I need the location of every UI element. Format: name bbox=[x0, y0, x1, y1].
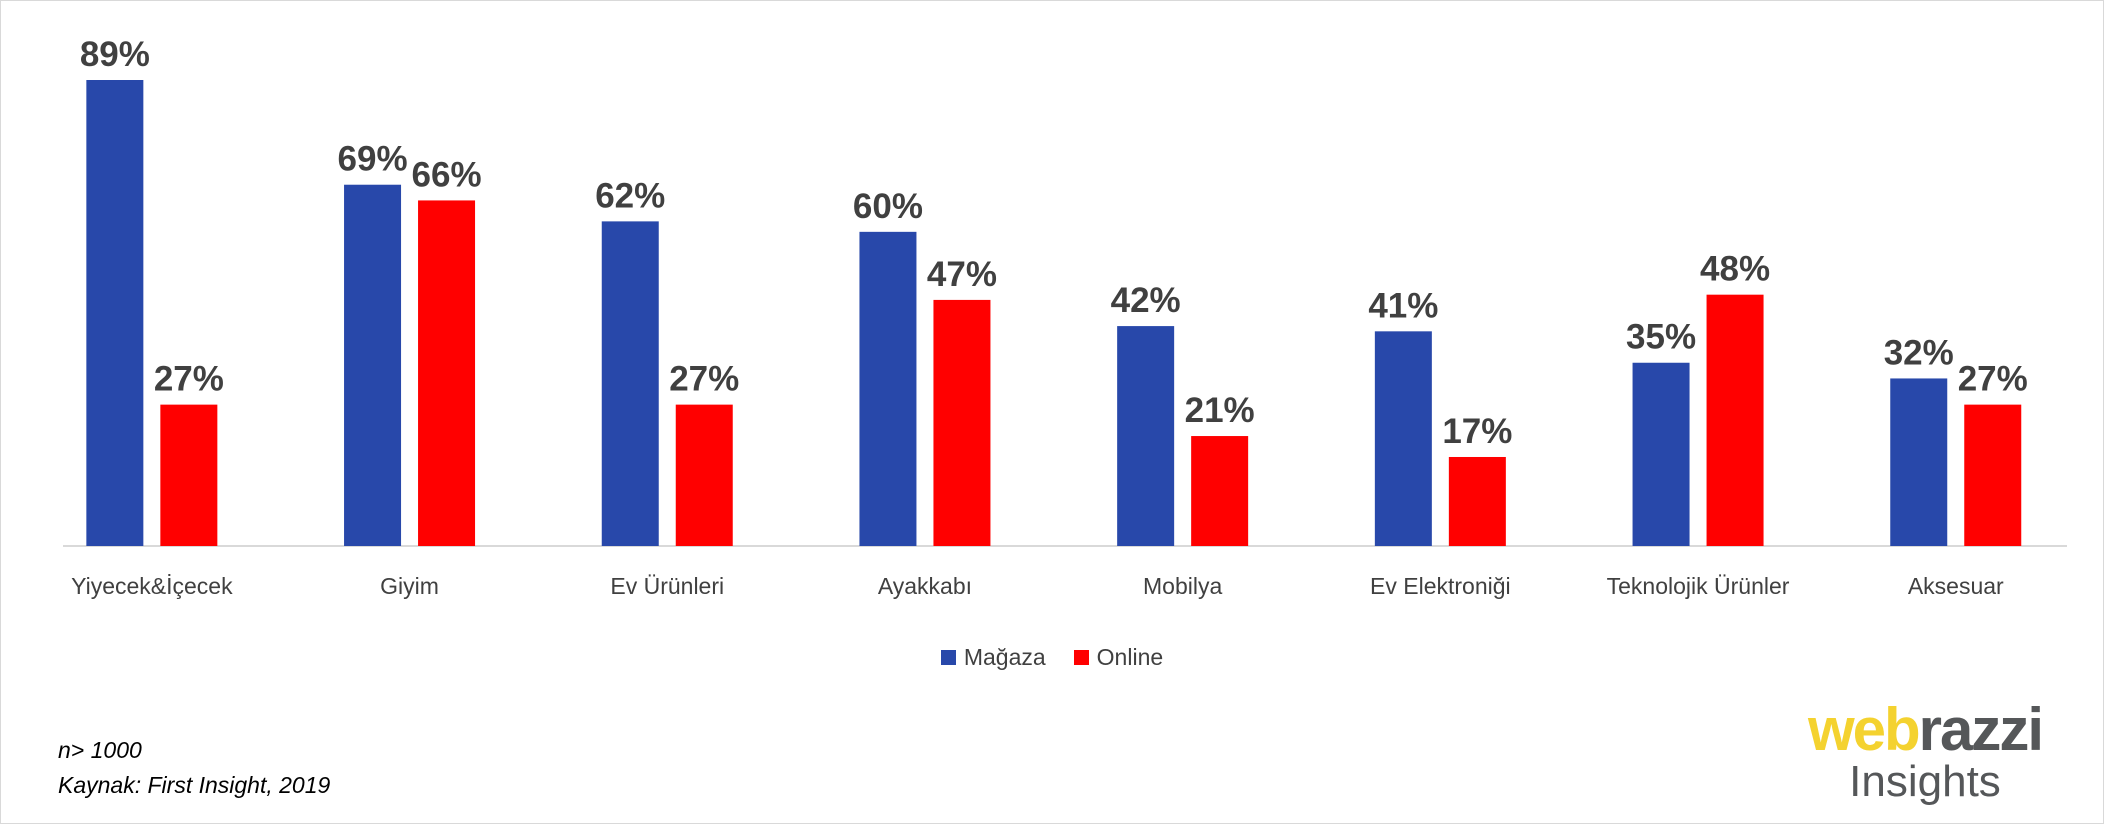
bar-online bbox=[675, 404, 733, 546]
data-label: 27% bbox=[154, 360, 224, 399]
data-label: 62% bbox=[595, 176, 665, 215]
bar-online bbox=[1964, 404, 2022, 546]
legend-item-online: Online bbox=[1073, 644, 1164, 671]
legend-swatch-online bbox=[1073, 650, 1089, 665]
bar-online bbox=[1191, 436, 1249, 546]
logo-web: web bbox=[1807, 696, 1921, 763]
data-label: 27% bbox=[1958, 360, 2028, 399]
bar-magaza bbox=[859, 231, 917, 546]
webrazzi-insights-logo: webrazzi Insights bbox=[1800, 700, 2050, 804]
legend: Mağaza Online bbox=[0, 644, 2104, 671]
category-label: Ayakkabı bbox=[878, 573, 972, 599]
legend-swatch-magaza bbox=[940, 650, 956, 665]
bar-online bbox=[1706, 294, 1764, 546]
category-label: Yiyecek&İçecek bbox=[71, 573, 233, 599]
data-label: 27% bbox=[669, 360, 739, 399]
category-label: Aksesuar bbox=[1908, 573, 2004, 599]
bar-online bbox=[418, 200, 476, 546]
bar-online bbox=[933, 299, 991, 546]
logo-razzi: razzi bbox=[1918, 696, 2044, 763]
legend-label-online: Online bbox=[1096, 644, 1164, 670]
data-label: 89% bbox=[80, 35, 150, 74]
category-label: Mobilya bbox=[1143, 573, 1222, 599]
data-label: 21% bbox=[1185, 391, 1255, 430]
data-label: 69% bbox=[338, 140, 408, 179]
data-label: 47% bbox=[927, 255, 997, 294]
sample-size-note: n> 1000 bbox=[58, 737, 142, 763]
data-label: 60% bbox=[853, 187, 923, 226]
source-note: Kaynak: First Insight, 2019 bbox=[58, 772, 331, 798]
bar-magaza bbox=[601, 221, 659, 546]
bar-magaza bbox=[1374, 331, 1432, 546]
data-label: 32% bbox=[1884, 333, 1954, 372]
data-label: 35% bbox=[1626, 318, 1696, 357]
category-label: Ev Elektroniği bbox=[1370, 573, 1511, 599]
category-label: Giyim bbox=[380, 573, 439, 599]
data-label: 48% bbox=[1700, 250, 1770, 289]
bar-magaza bbox=[1632, 362, 1690, 546]
category-label: Teknolojik Ürünler bbox=[1607, 573, 1790, 599]
category-label: Ev Ürünleri bbox=[610, 573, 724, 599]
data-label: 17% bbox=[1442, 412, 1512, 451]
bar-online bbox=[1448, 456, 1506, 546]
legend-item-magaza: Mağaza bbox=[940, 644, 1046, 671]
logo-insights: Insights bbox=[1849, 757, 2001, 806]
bar-magaza bbox=[1117, 326, 1175, 546]
bar-magaza bbox=[1890, 378, 1948, 546]
data-label: 41% bbox=[1368, 286, 1438, 325]
bar-magaza bbox=[344, 184, 402, 546]
data-label: 66% bbox=[412, 155, 482, 194]
legend-label-magaza: Mağaza bbox=[963, 644, 1046, 670]
data-label: 42% bbox=[1111, 281, 1181, 320]
bar-online bbox=[160, 404, 218, 546]
bar-magaza bbox=[86, 80, 144, 546]
